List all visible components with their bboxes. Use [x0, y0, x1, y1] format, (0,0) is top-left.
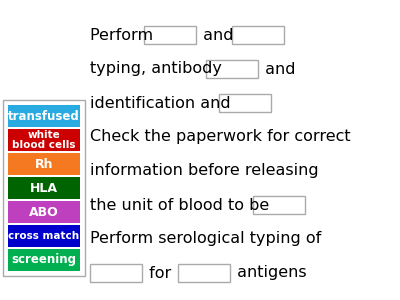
- Text: ABO: ABO: [29, 206, 59, 218]
- Text: and: and: [198, 28, 239, 43]
- Text: information before releasing: information before releasing: [90, 164, 319, 178]
- FancyBboxPatch shape: [219, 94, 271, 112]
- Text: and: and: [260, 61, 295, 76]
- Text: screening: screening: [12, 254, 76, 266]
- Text: for: for: [144, 266, 176, 280]
- Text: transfused: transfused: [8, 110, 80, 122]
- Text: Perform serological typing of: Perform serological typing of: [90, 232, 321, 247]
- FancyBboxPatch shape: [90, 264, 142, 282]
- Text: identification and: identification and: [90, 95, 236, 110]
- FancyBboxPatch shape: [8, 201, 80, 223]
- Text: white
blood cells: white blood cells: [12, 130, 76, 150]
- Text: antigens: antigens: [232, 266, 307, 280]
- FancyBboxPatch shape: [144, 26, 196, 44]
- Text: Rh: Rh: [35, 158, 53, 170]
- Text: typing, antibody: typing, antibody: [90, 61, 227, 76]
- FancyBboxPatch shape: [206, 60, 258, 78]
- FancyBboxPatch shape: [8, 225, 80, 247]
- FancyBboxPatch shape: [8, 177, 80, 199]
- Text: cross match: cross match: [8, 231, 80, 241]
- FancyBboxPatch shape: [8, 105, 80, 127]
- Text: Perform: Perform: [90, 28, 158, 43]
- FancyBboxPatch shape: [8, 153, 80, 175]
- FancyBboxPatch shape: [8, 129, 80, 151]
- FancyBboxPatch shape: [178, 264, 230, 282]
- Text: HLA: HLA: [30, 182, 58, 194]
- FancyBboxPatch shape: [253, 196, 305, 214]
- Text: Check the paperwork for correct: Check the paperwork for correct: [90, 130, 351, 145]
- Text: the unit of blood to be: the unit of blood to be: [90, 197, 274, 212]
- FancyBboxPatch shape: [8, 249, 80, 271]
- FancyBboxPatch shape: [232, 26, 284, 44]
